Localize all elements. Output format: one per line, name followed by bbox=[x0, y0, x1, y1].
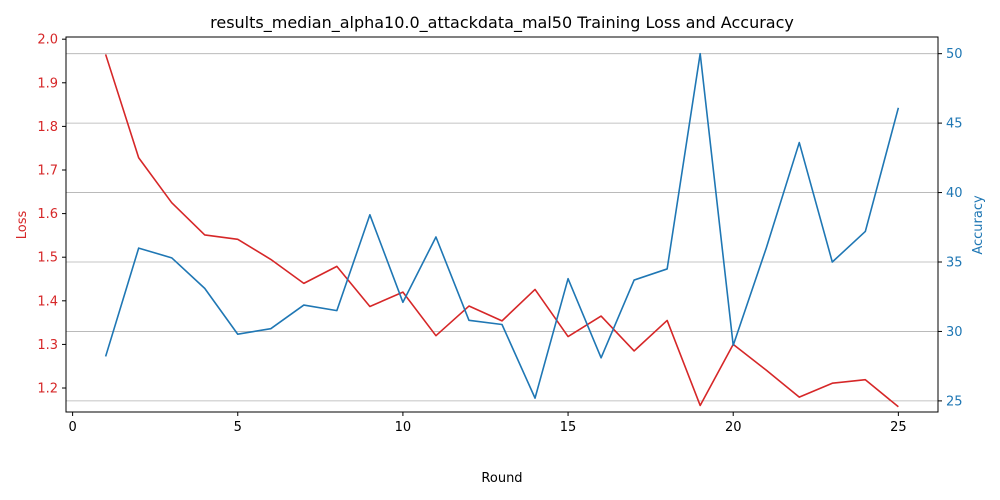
x-tick-label: 20 bbox=[725, 420, 742, 435]
y-left-tick-label: 1.2 bbox=[37, 382, 58, 397]
y-left-tick-label: 1.5 bbox=[37, 251, 58, 266]
y-axis-right-title: Accuracy bbox=[971, 195, 986, 255]
y-left-tick-label: 1.3 bbox=[37, 338, 58, 353]
y-left-tick-label: 1.4 bbox=[37, 294, 58, 309]
y-right-tick-label: 50 bbox=[946, 47, 963, 62]
x-tick-label: 15 bbox=[560, 420, 577, 435]
series-line-loss bbox=[104, 54, 899, 408]
y-axis-left-title: Loss bbox=[15, 211, 30, 240]
grid-layer bbox=[66, 53, 938, 402]
y-left-tick-label: 1.7 bbox=[37, 163, 58, 178]
y-right-tick-label: 30 bbox=[946, 325, 963, 340]
y-right-tick-label: 45 bbox=[946, 117, 963, 132]
y-right-tick-label: 40 bbox=[946, 186, 963, 201]
y-axis-right: 25 30 35 40 45 50 bbox=[938, 47, 963, 409]
y-left-tick-label: 2.0 bbox=[37, 33, 58, 48]
x-axis-title: Round bbox=[481, 471, 522, 486]
y-right-tick-label: 35 bbox=[946, 256, 963, 271]
y-left-tick-label: 1.6 bbox=[37, 207, 58, 222]
x-tick-label: 25 bbox=[890, 420, 907, 435]
x-tick-label: 0 bbox=[68, 420, 76, 435]
y-left-tick-label: 1.9 bbox=[37, 76, 58, 91]
series-layer bbox=[104, 52, 900, 408]
y-right-tick-label: 25 bbox=[946, 394, 963, 409]
x-axis: 0 5 10 15 20 25 bbox=[68, 412, 907, 435]
series-line-accuracy bbox=[104, 52, 900, 399]
y-left-tick-label: 1.8 bbox=[37, 120, 58, 135]
chart-title: results_median_alpha10.0_attackdata_mal5… bbox=[210, 13, 794, 33]
x-tick-label: 10 bbox=[395, 420, 412, 435]
plot-frame bbox=[65, 36, 939, 413]
y-axis-left: 1.2 1.3 1.4 1.5 1.6 1.7 1.8 1.9 2.0 bbox=[37, 33, 66, 397]
x-tick-label: 5 bbox=[234, 420, 242, 435]
